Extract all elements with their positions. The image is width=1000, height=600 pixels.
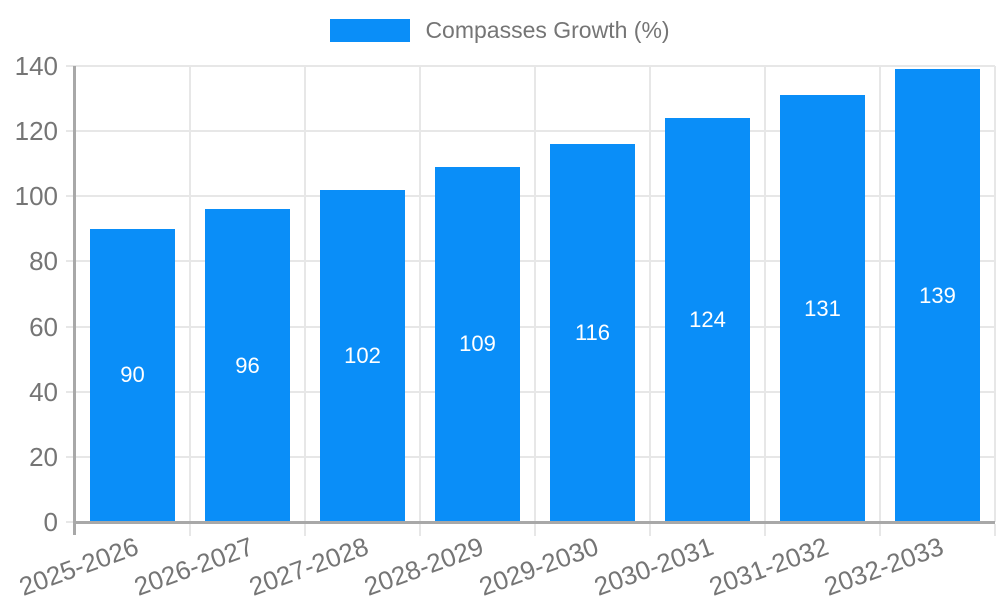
- gridline-vertical: [534, 66, 536, 522]
- bar-value-label: 116: [574, 320, 611, 346]
- gridline-vertical: [649, 66, 651, 522]
- bar-value-label: 124: [689, 307, 726, 333]
- bar-value-label: 90: [120, 362, 145, 388]
- x-axis-category-label: 2028-2029: [360, 531, 488, 600]
- legend: Compasses Growth (%): [0, 17, 1000, 44]
- gridline-vertical: [879, 66, 881, 522]
- y-axis-tick-label: 100: [14, 181, 58, 212]
- bar-value-label: 131: [804, 295, 841, 321]
- bar: [320, 189, 405, 522]
- x-axis-tick: [189, 524, 191, 536]
- y-axis-tick: [66, 521, 75, 523]
- x-axis-category-label: 2029-2030: [475, 531, 603, 600]
- x-axis-tick: [534, 524, 536, 536]
- gridline-vertical: [764, 66, 766, 522]
- y-axis-tick: [66, 130, 75, 133]
- y-axis-tick-label: 120: [14, 116, 58, 147]
- y-axis-tick: [66, 260, 75, 263]
- x-axis-tick: [649, 524, 651, 536]
- bar: [550, 144, 635, 522]
- y-axis-tick: [66, 455, 75, 458]
- bar: [780, 95, 865, 522]
- bar: [435, 166, 520, 522]
- bar: [665, 118, 750, 522]
- y-axis-tick: [66, 65, 75, 67]
- x-axis-tick: [419, 524, 421, 536]
- legend-label: Compasses Growth (%): [425, 17, 670, 43]
- y-axis-tick-label: 140: [14, 51, 58, 81]
- x-axis-line: [75, 521, 995, 524]
- x-axis-category-label: 2027-2028: [245, 531, 373, 600]
- gridline-vertical: [189, 66, 191, 522]
- plot-area: 0 20 40 60 80 100 120 140 90 96 102 109 116 124 131 139…: [15, 53, 996, 600]
- bar-value-label: 109: [459, 331, 496, 357]
- bar-value-label: 96: [235, 352, 260, 378]
- bar: [895, 69, 980, 522]
- x-axis-category-label: 2030-2031: [590, 531, 718, 600]
- gridline-vertical: [304, 66, 306, 522]
- x-axis-tick: [879, 524, 881, 536]
- y-axis-tick: [66, 195, 75, 198]
- x-axis-tick: [994, 524, 996, 536]
- bar: [205, 209, 290, 522]
- y-axis-tick-label: 20: [29, 441, 58, 472]
- y-axis-tick-label: 60: [29, 311, 58, 342]
- legend-swatch: [330, 19, 411, 42]
- gridline-vertical: [419, 66, 421, 522]
- y-axis-tick: [66, 390, 75, 393]
- gridline-vertical: [994, 66, 996, 522]
- y-axis-line: [73, 66, 76, 535]
- bar-value-label: 102: [344, 342, 381, 368]
- bar-value-label: 139: [919, 282, 956, 308]
- y-axis-tick: [66, 325, 75, 328]
- x-axis-tick: [304, 524, 306, 536]
- x-axis-category-label: 2026-2027: [130, 531, 258, 600]
- y-axis-tick-label: 0: [43, 507, 58, 537]
- y-axis-tick-label: 40: [29, 376, 58, 407]
- y-axis-tick-label: 80: [29, 246, 58, 277]
- x-axis-category-label: 2025-2026: [15, 531, 143, 600]
- bar: [90, 228, 175, 522]
- x-axis-tick: [764, 524, 766, 536]
- x-axis-category-label: 2031-2032: [705, 531, 833, 600]
- x-axis-category-label: 2032-2033: [820, 531, 948, 600]
